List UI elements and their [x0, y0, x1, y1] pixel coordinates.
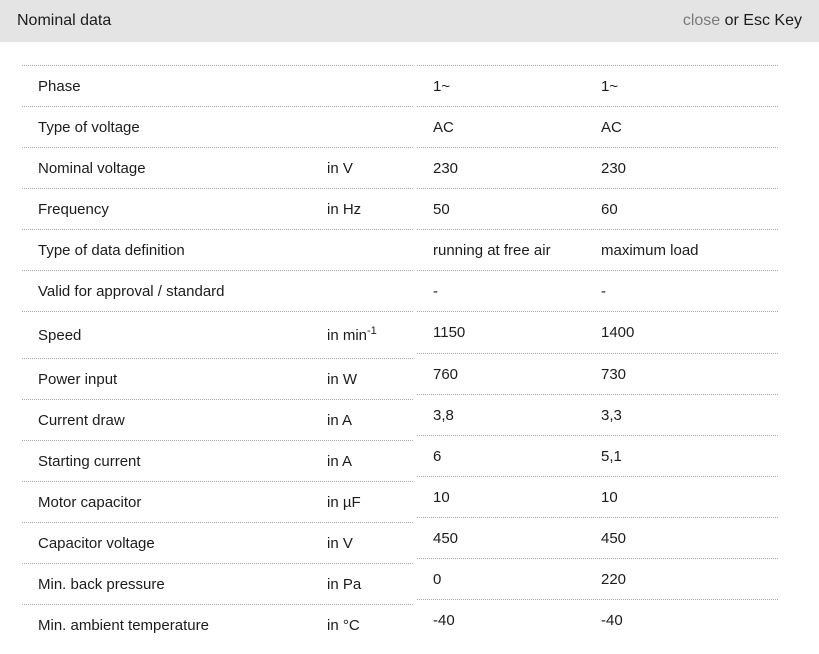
values-columns: 1~ 1~ AC AC 230 230 50 60 running at free air max…: [417, 65, 778, 640]
row-value-2: 450: [601, 529, 627, 547]
table-row: Motor capacitor in µF: [22, 481, 413, 522]
row-value-1: 6: [433, 447, 442, 465]
table-row: Capacitor voltage in V: [22, 522, 413, 563]
row-unit: in A: [327, 452, 353, 470]
row-value-1: AC: [433, 118, 454, 136]
table-row: Min. back pressure in Pa: [22, 563, 413, 604]
row-unit: in W: [327, 370, 357, 388]
table-row-values: 230 230: [417, 147, 778, 188]
row-label: Phase: [38, 77, 81, 95]
row-unit: in A: [327, 411, 353, 429]
row-value-2: 1400: [601, 324, 635, 341]
table-row-values: 450 450: [417, 517, 778, 558]
row-label: Valid for approval / standard: [38, 282, 225, 300]
row-value-1: 450: [433, 529, 459, 547]
table-row: Current draw in A: [22, 399, 413, 440]
table-row-values: 1150 1400: [417, 311, 778, 353]
row-label: Speed: [38, 326, 82, 344]
row-label: Starting current: [38, 452, 141, 470]
table-row: Phase: [22, 65, 413, 106]
row-value-1: 50: [433, 200, 450, 218]
table-row-values: 3,8 3,3: [417, 394, 778, 435]
row-value-2: -: [601, 282, 606, 300]
row-value-1: -40: [433, 611, 455, 629]
dialog-title: Nominal data: [17, 12, 112, 29]
row-value-1: 230: [433, 159, 459, 177]
row-value-1: running at free air: [433, 241, 551, 259]
table-row-values: 1~ 1~: [417, 65, 778, 106]
table-row: Power input in W: [22, 358, 413, 399]
row-unit: in min-1: [327, 324, 377, 344]
table-row: Min. ambient temperature in °C: [22, 604, 413, 645]
table-row-values: running at free air maximum load: [417, 229, 778, 270]
row-label: Min. ambient temperature: [38, 616, 209, 634]
row-value-2: 230: [601, 159, 627, 177]
row-value-2: 220: [601, 570, 627, 588]
row-value-2: 10: [601, 488, 618, 506]
table-row: Type of data definition: [22, 229, 413, 270]
row-value-1: 1150: [433, 324, 466, 341]
table-row-values: 10 10: [417, 476, 778, 517]
table-row-values: 760 730: [417, 353, 778, 394]
labels-units-columns: Phase Type of voltage Nominal voltage in V F…: [22, 65, 413, 645]
esc-key-hint: or Esc Key: [720, 12, 802, 29]
close-link[interactable]: close: [682, 12, 721, 29]
table-row-values: AC AC: [417, 106, 778, 147]
row-unit: in V: [327, 159, 353, 177]
row-label: Min. back pressure: [38, 575, 165, 593]
row-unit: in µF: [327, 493, 361, 511]
row-unit: in V: [327, 534, 353, 552]
row-value-2: 5,1: [601, 447, 622, 465]
table-row: Nominal voltage in V: [22, 147, 413, 188]
row-value-1: 760: [433, 365, 459, 383]
dialog-close-area: close or Esc Key: [683, 12, 802, 30]
row-value-2: 730: [601, 365, 627, 383]
row-label: Power input: [38, 370, 118, 388]
row-value-1: 10: [433, 488, 450, 506]
table-row: Type of voltage: [22, 106, 413, 147]
table-row-values: 50 60: [417, 188, 778, 229]
row-label: Capacitor voltage: [38, 534, 155, 552]
row-label: Type of data definition: [38, 241, 185, 259]
table-row-values: --: [417, 270, 778, 311]
row-value-2: maximum load: [601, 241, 699, 259]
dialog-header: Nominal data close or Esc Key: [0, 0, 819, 42]
row-value-2: 60: [601, 200, 618, 218]
row-label: Frequency: [38, 200, 109, 218]
table-row: Starting current in A: [22, 440, 413, 481]
row-label: Type of voltage: [38, 118, 140, 136]
row-value-1: 3,8: [433, 406, 454, 424]
row-value-1: 0: [433, 570, 442, 588]
row-value-2: -40: [601, 611, 623, 629]
table-row-values: 0 220: [417, 558, 778, 599]
table-row-values: 6 5,1: [417, 435, 778, 476]
row-label: Nominal voltage: [38, 159, 146, 177]
row-value-2: 3,3: [601, 406, 622, 424]
table-row-values: -40 -40: [417, 599, 778, 640]
row-unit: in Pa: [327, 575, 362, 593]
row-value-2: 1~: [601, 77, 619, 95]
row-value-1: 1~: [433, 77, 451, 95]
row-unit: in Hz: [327, 200, 362, 218]
table-row: Valid for approval / standard: [22, 270, 413, 311]
table-row: Frequency in Hz: [22, 188, 413, 229]
row-label: Motor capacitor: [38, 493, 142, 511]
row-value-2: AC: [601, 118, 622, 136]
row-value-1: -: [433, 282, 438, 300]
row-unit: in °C: [327, 616, 360, 634]
table-row: Speed in min-1: [22, 311, 413, 358]
row-label: Current draw: [38, 411, 125, 429]
